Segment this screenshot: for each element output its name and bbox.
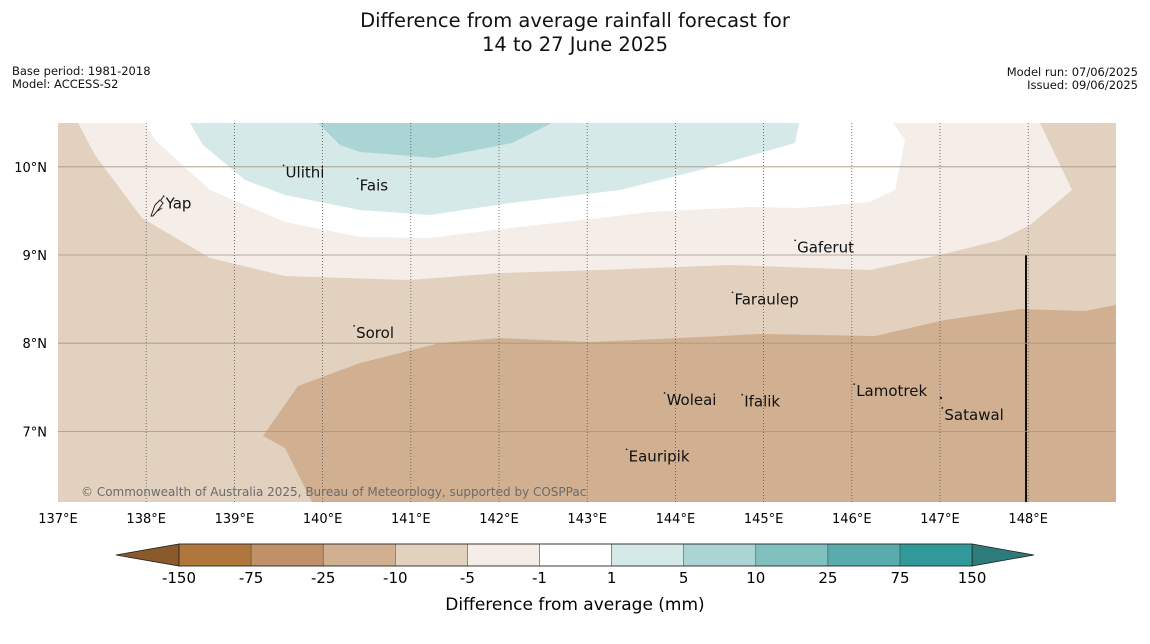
- lon-label: 141°E: [391, 512, 431, 527]
- colorbar: -150 -75 -25 -10 -5 -1 1 5 10 25 75 150: [115, 543, 1035, 587]
- colorbar-tick: -1: [532, 569, 547, 587]
- place-label: Satawal: [944, 406, 1003, 424]
- colorbar-tick: 25: [818, 569, 837, 587]
- lon-label: 137°E: [38, 512, 78, 527]
- colorbar-swatch: [899, 543, 973, 567]
- colorbar-under-arrow: [115, 543, 180, 567]
- map-axis-labels: 10°N 9°N 8°N 7°N 137°E 138°E 139°E 140°E 141°E 14…: [14, 161, 1048, 527]
- place-label: Yap: [165, 194, 192, 212]
- place-marker: [794, 239, 797, 242]
- colorbar-swatch: [178, 543, 252, 567]
- colorbar-tick: 10: [746, 569, 765, 587]
- place-marker: [162, 195, 165, 198]
- colorbar-frame: [178, 543, 973, 567]
- title-line-2: 14 to 27 June 2025: [481, 33, 669, 56]
- lon-label: 143°E: [567, 512, 607, 527]
- place-labels: Yap Ulithi Fais Gaferut Faraulep Sorol Woleai I…: [162, 163, 1004, 465]
- lat-label: 9°N: [23, 249, 48, 264]
- colorbar-tick: -150: [162, 569, 196, 587]
- place-label: Fais: [360, 177, 389, 195]
- islet-dot: [939, 396, 943, 400]
- yap-island-outline: [150, 196, 164, 217]
- colorbar-tick: 1: [607, 569, 617, 587]
- issued-text: Issued: 09/06/2025: [1027, 78, 1138, 92]
- lon-label: 140°E: [303, 512, 343, 527]
- colorbar-label: Difference from average (mm): [445, 595, 704, 615]
- place-marker: [741, 393, 744, 396]
- colorbar-tick: 75: [890, 569, 909, 587]
- place-label: Gaferut: [797, 238, 854, 256]
- colorbar-swatch: [467, 543, 540, 567]
- model-run-text: Model run: 07/06/2025: [1006, 65, 1138, 79]
- colorbar-swatch: [611, 543, 684, 567]
- place-label: Ifalik: [744, 393, 780, 411]
- place-label: Ulithi: [286, 163, 325, 181]
- lon-label: 144°E: [656, 512, 696, 527]
- colorbar-tick: -10: [383, 569, 408, 587]
- band-5-to-10: [318, 123, 552, 158]
- place-label: Eauripik: [629, 447, 690, 465]
- place-marker: [941, 407, 944, 409]
- place-marker: [663, 392, 666, 394]
- colorbar-tick: -25: [311, 569, 336, 587]
- place-label: Sorol: [356, 324, 394, 342]
- lon-label: 147°E: [920, 512, 960, 527]
- place-marker: [353, 325, 356, 327]
- run-info: Model run: 07/06/2025 Issued: 09/06/2025: [1007, 66, 1138, 92]
- colorbar-swatch: [322, 543, 396, 567]
- colorbar-swatch: [539, 543, 612, 567]
- colorbar-swatch: [683, 543, 757, 567]
- place-marker: [731, 291, 734, 294]
- colorbar-tick: 150: [958, 569, 987, 587]
- copyright-notice: © Commonwealth of Australia 2025, Bureau…: [81, 485, 586, 499]
- lat-label: 7°N: [23, 425, 48, 440]
- base-period-text: Base period: 1981-2018: [12, 64, 151, 78]
- map-title: Difference from average rainfall forecas…: [0, 9, 1150, 57]
- colorbar-swatch: [755, 543, 829, 567]
- title-line-1: Difference from average rainfall forecas…: [360, 9, 790, 32]
- place-marker: [356, 177, 359, 180]
- place-marker: [625, 448, 628, 451]
- lon-label: 138°E: [126, 512, 166, 527]
- lat-label: 8°N: [23, 337, 48, 352]
- place-label: Woleai: [667, 391, 717, 409]
- band-minus-25-to-10: [263, 305, 1116, 502]
- colorbar-tick: 5: [679, 569, 689, 587]
- place-marker: [282, 164, 285, 167]
- lon-label: 142°E: [479, 512, 519, 527]
- lon-label: 139°E: [215, 512, 255, 527]
- base-info: Base period: 1981-2018 Model: ACCESS-S2: [12, 65, 151, 91]
- place-marker: [853, 383, 856, 386]
- lon-label: 148°E: [1008, 512, 1048, 527]
- colorbar-swatch: [395, 543, 468, 567]
- band-1-to-5: [190, 123, 799, 215]
- place-label: Lamotrek: [856, 382, 927, 400]
- lon-label: 145°E: [744, 512, 784, 527]
- colorbar-swatch: [250, 543, 324, 567]
- map-gridlines: [58, 123, 1116, 502]
- colorbar-tick: -5: [460, 569, 475, 587]
- colorbar-swatch: [827, 543, 901, 567]
- colorbar-tick: -75: [239, 569, 264, 587]
- lon-label: 146°E: [832, 512, 872, 527]
- model-text: Model: ACCESS-S2: [12, 77, 119, 91]
- colorbar-over-arrow: [971, 543, 1035, 567]
- place-label: Faraulep: [734, 290, 798, 308]
- lat-label: 10°N: [14, 161, 47, 176]
